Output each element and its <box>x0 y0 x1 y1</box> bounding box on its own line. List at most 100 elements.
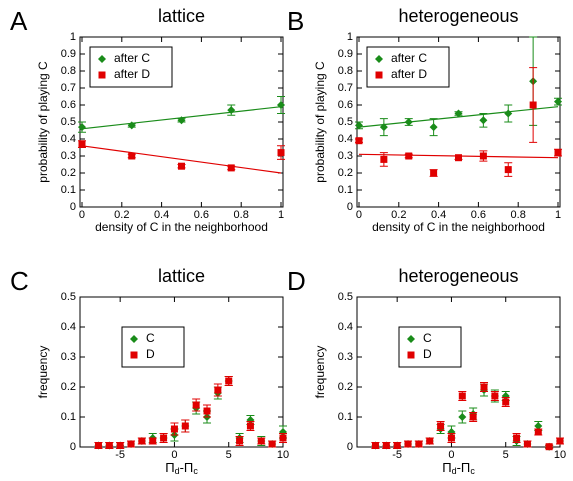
marker <box>429 123 438 132</box>
marker <box>116 442 124 449</box>
chart-title: lattice <box>158 6 205 26</box>
y-tick-label: 0.6 <box>61 99 76 111</box>
y-tick-label: 0.5 <box>338 116 353 128</box>
x-axis-label-part: -Π <box>457 460 471 475</box>
marker <box>513 434 521 442</box>
panel-label: C <box>10 266 29 296</box>
x-tick-label: 0 <box>448 449 454 461</box>
marker <box>355 137 363 145</box>
marker <box>127 440 135 448</box>
marker <box>94 442 102 449</box>
marker <box>128 152 136 160</box>
legend-label: C <box>423 331 432 345</box>
y-tick-label: 0.9 <box>338 48 353 60</box>
marker <box>426 437 434 445</box>
marker <box>192 401 200 409</box>
x-axis-label-part: Π <box>165 460 174 475</box>
marker <box>556 437 564 445</box>
marker <box>138 437 146 445</box>
marker <box>415 440 423 448</box>
legend-marker <box>98 71 106 79</box>
y-tick-label: 1 <box>347 31 353 43</box>
y-tick-label: 0 <box>347 441 353 453</box>
marker <box>447 434 455 442</box>
y-tick-label: 0.1 <box>338 184 353 196</box>
marker <box>170 425 178 433</box>
y-tick-label: 0.2 <box>338 167 353 179</box>
legend-box <box>398 326 462 368</box>
y-tick-label: 0 <box>347 201 353 213</box>
marker <box>227 106 236 115</box>
marker <box>160 434 168 442</box>
legend-label: C <box>146 331 155 345</box>
x-tick-label: 0 <box>171 449 177 461</box>
x-axis-label-part: c <box>470 466 475 476</box>
panel-label: D <box>287 266 306 296</box>
chart-title: heterogeneous <box>398 6 518 26</box>
y-tick-label: 1 <box>70 31 76 43</box>
x-tick-label: 5 <box>226 449 232 461</box>
fit-line <box>81 145 282 174</box>
legend-marker <box>130 351 138 359</box>
legend-label: after C <box>391 51 427 65</box>
x-tick-label: 0 <box>79 209 85 221</box>
y-tick-label: 0.4 <box>61 321 76 333</box>
y-tick-label: 0.3 <box>61 351 76 363</box>
chart-title: lattice <box>158 266 205 286</box>
x-tick-label: 0.2 <box>391 209 406 221</box>
marker <box>177 116 186 125</box>
y-tick-label: 0.2 <box>61 167 76 179</box>
marker <box>404 440 412 448</box>
marker <box>203 407 211 415</box>
marker <box>504 109 513 118</box>
legend-label: D <box>423 347 432 361</box>
marker <box>458 392 466 400</box>
y-tick-label: 0.6 <box>338 99 353 111</box>
marker <box>181 422 189 430</box>
chart-title: heterogeneous <box>398 266 518 286</box>
x-tick-label: 1 <box>555 209 561 221</box>
marker <box>404 118 413 126</box>
y-axis-label: probability of playing C <box>36 61 50 183</box>
y-tick-label: 0.3 <box>61 150 76 162</box>
x-axis-label-part: d <box>175 466 180 476</box>
x-tick-label: 0.4 <box>154 209 169 221</box>
marker <box>178 162 185 170</box>
marker <box>127 121 136 130</box>
x-tick-label: 0 <box>356 209 362 221</box>
x-axis-label-part: c <box>193 466 198 476</box>
y-tick-label: 0.3 <box>338 150 353 162</box>
marker <box>246 422 254 430</box>
legend-marker <box>407 335 415 343</box>
legend-box <box>89 46 173 88</box>
legend-label: after D <box>114 67 150 81</box>
y-tick-label: 0.4 <box>338 321 353 333</box>
marker <box>393 442 401 449</box>
y-axis-label: frequency <box>313 346 327 399</box>
marker <box>534 422 543 430</box>
panel-label: B <box>287 6 304 36</box>
marker <box>454 109 463 118</box>
marker <box>479 152 487 160</box>
x-axis-label: Πd-Πc <box>165 460 198 476</box>
marker <box>236 437 244 445</box>
marker <box>78 140 86 148</box>
x-axis-label: density of C in the neighborhood <box>372 220 545 234</box>
marker <box>430 169 438 177</box>
y-tick-label: 0 <box>70 201 76 213</box>
x-tick-label: 0.6 <box>471 209 486 221</box>
marker <box>437 422 445 430</box>
x-axis-label-part: d <box>452 466 457 476</box>
marker <box>523 440 531 448</box>
y-tick-label: 0 <box>70 441 76 453</box>
plot-frame <box>79 296 284 448</box>
marker <box>268 440 276 448</box>
legend-marker <box>407 351 415 359</box>
marker <box>105 442 113 449</box>
y-axis-label: frequency <box>36 346 50 399</box>
y-tick-label: 0.7 <box>61 82 76 94</box>
y-tick-label: 0.5 <box>61 116 76 128</box>
plot-frame <box>356 296 561 448</box>
x-axis-label: density of C in the neighborhood <box>95 220 268 234</box>
marker <box>502 398 510 406</box>
